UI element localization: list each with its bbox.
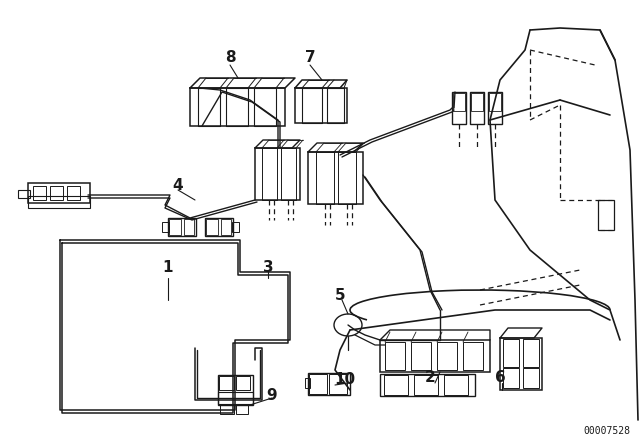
Text: 4: 4 [173, 177, 183, 193]
Text: 8: 8 [225, 51, 236, 65]
Bar [162, 222, 169, 232]
Bar [338, 152, 356, 204]
Bar [453, 93, 465, 111]
Bar [295, 88, 347, 123]
Bar [444, 375, 468, 395]
Bar [452, 92, 466, 124]
Bar [218, 392, 253, 404]
Bar [262, 148, 277, 200]
Bar [414, 375, 438, 395]
Text: 5: 5 [335, 288, 346, 302]
Bar [219, 376, 234, 390]
Bar [327, 88, 344, 123]
Text: 9: 9 [267, 388, 277, 402]
Bar [205, 218, 233, 236]
Bar [489, 93, 501, 111]
Bar [463, 342, 483, 370]
Text: 3: 3 [262, 260, 273, 276]
Bar [329, 374, 347, 394]
Bar [305, 378, 310, 388]
Bar [184, 219, 194, 235]
Bar [254, 88, 276, 126]
Bar [500, 338, 542, 390]
Bar [380, 340, 490, 372]
Bar [236, 376, 250, 390]
Bar [190, 88, 285, 126]
Text: 6: 6 [495, 370, 506, 385]
Bar [302, 88, 322, 123]
Bar [67, 186, 80, 200]
Bar [28, 183, 90, 203]
Bar [411, 342, 431, 370]
Bar [236, 404, 248, 414]
Bar [255, 148, 300, 200]
Bar [308, 373, 350, 395]
Bar [503, 368, 519, 388]
Bar [309, 374, 327, 394]
Bar [232, 222, 239, 232]
Bar [198, 88, 220, 126]
Bar [384, 375, 408, 395]
Text: 7: 7 [305, 51, 316, 65]
Bar [281, 148, 296, 200]
Bar [470, 92, 484, 124]
Text: 2: 2 [424, 370, 435, 385]
Bar [169, 219, 181, 235]
Bar [598, 200, 614, 230]
Bar [226, 88, 248, 126]
Bar [18, 190, 30, 198]
Bar [221, 219, 231, 235]
Text: 00007528: 00007528 [583, 426, 630, 436]
Bar [50, 186, 63, 200]
Bar [218, 375, 253, 405]
Text: 10: 10 [335, 372, 356, 388]
Bar [316, 152, 334, 204]
Bar [488, 92, 502, 124]
Bar [471, 93, 483, 111]
Bar [380, 374, 475, 396]
Bar [168, 218, 196, 236]
Bar [308, 152, 363, 204]
Bar [523, 368, 539, 388]
Bar [206, 219, 218, 235]
Bar [28, 196, 90, 208]
Bar [523, 339, 539, 367]
Bar [385, 342, 405, 370]
Bar [220, 404, 234, 414]
Bar [503, 339, 519, 367]
Bar [437, 342, 457, 370]
Text: 1: 1 [163, 260, 173, 276]
Bar [33, 186, 46, 200]
